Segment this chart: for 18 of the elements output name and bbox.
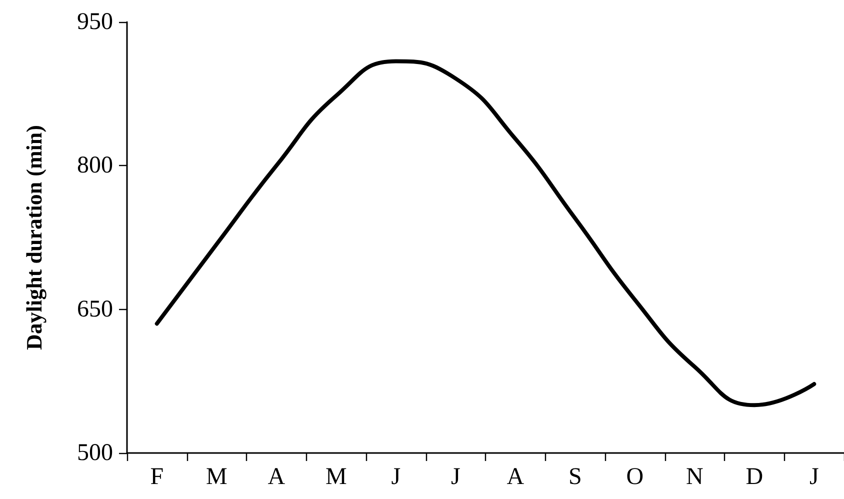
x-tick-label: D (746, 464, 764, 490)
line-series (154, 59, 816, 408)
y-tick-label: 800 (77, 152, 113, 179)
x-tick-label: N (686, 464, 704, 490)
x-tick-label: J (391, 464, 401, 490)
x-tick-label: A (268, 464, 286, 490)
x-tick-label: J (450, 464, 460, 490)
y-axis-title: Daylight duration (min) (22, 125, 46, 350)
x-tick-label: F (150, 464, 164, 490)
x-tick-label: J (809, 464, 819, 490)
y-tick-label: 950 (77, 9, 113, 35)
x-tick-label: A (506, 464, 525, 490)
x-tick-label: O (626, 464, 644, 490)
x-tick-label: M (325, 464, 347, 490)
y-tick-label: 650 (77, 296, 113, 322)
y-tick-label: 500 (77, 440, 113, 466)
x-tick-label: M (206, 464, 228, 490)
x-tick-label: S (568, 464, 582, 490)
